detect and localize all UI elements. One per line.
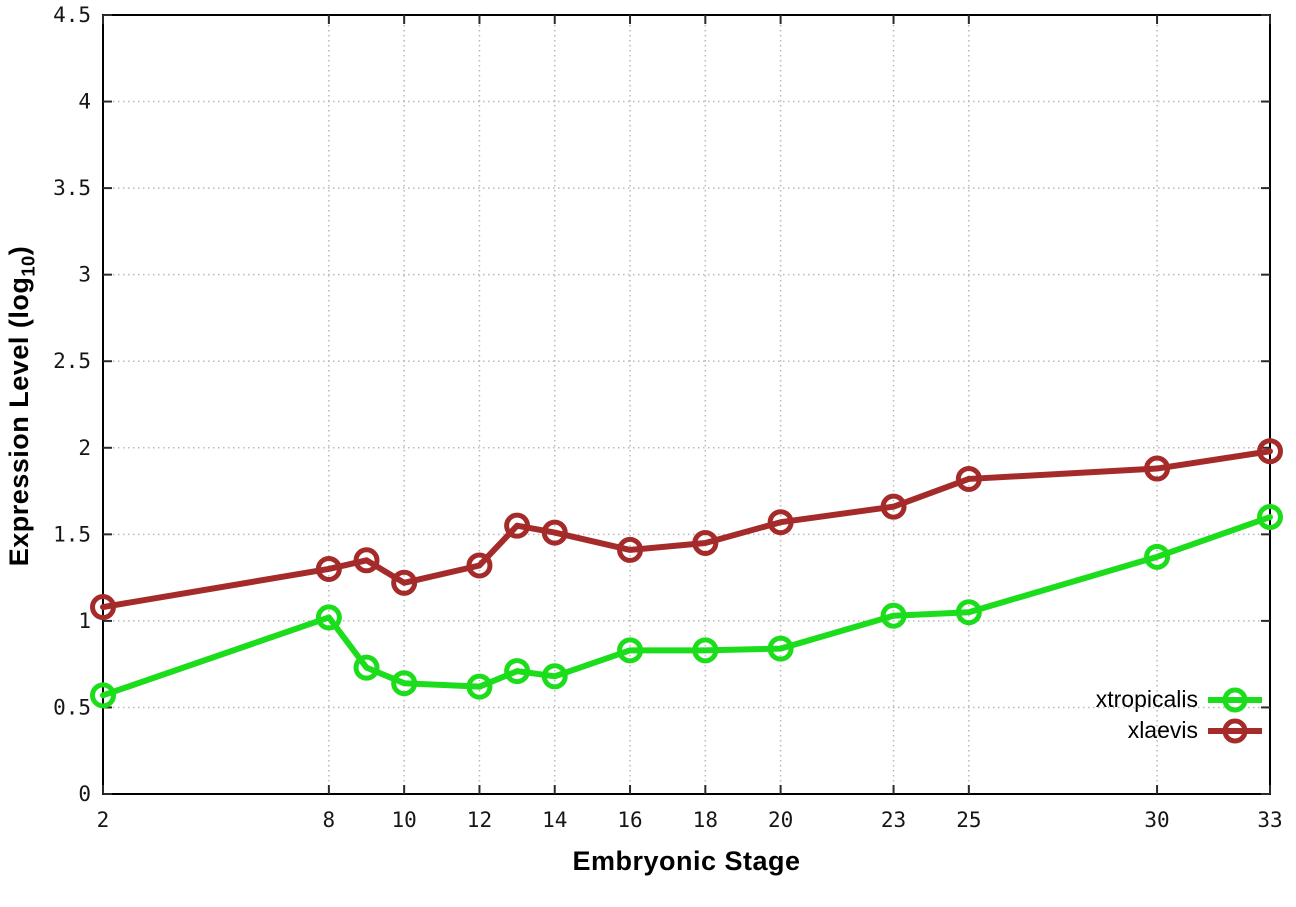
x-tick-label: 14	[542, 808, 567, 832]
data-point-xlaevis	[767, 509, 794, 536]
legend-circle-sample	[1222, 687, 1248, 712]
data-point-xlaevis	[541, 519, 568, 546]
y-axis-label: Expression Level (log10)	[4, 151, 40, 661]
x-tick-label: 10	[392, 808, 417, 832]
x-tick-label: 20	[768, 808, 793, 832]
series-line-xlaevis	[100, 448, 1273, 611]
legend-marker-sample-xlaevis	[1208, 718, 1262, 743]
data-point-xtropicalis	[466, 673, 493, 700]
y-tick-label: 0	[78, 782, 91, 806]
data-point-xlaevis	[90, 594, 116, 621]
legend-label-xlaevis: xlaevis	[1127, 717, 1198, 743]
x-tick-label: 2	[97, 808, 110, 832]
x-tick-label: 23	[881, 808, 906, 832]
data-point-xtropicalis	[391, 670, 418, 697]
y-tick-label: 2	[78, 436, 91, 460]
x-tick-label: 25	[956, 808, 981, 832]
data-point-xlaevis	[1144, 455, 1171, 482]
legend-item-xtropicalis: xtropicalis	[1096, 684, 1262, 715]
data-point-xtropicalis	[1257, 504, 1283, 531]
data-point-xtropicalis	[692, 637, 719, 664]
y-tick-label: 2.5	[53, 349, 91, 373]
data-point-xtropicalis	[315, 604, 342, 631]
y-axis-label-suffix: )	[4, 245, 34, 256]
data-point-xtropicalis	[1144, 543, 1171, 570]
data-point-xlaevis	[692, 529, 719, 556]
x-axis-label: Embryonic Stage	[572, 846, 801, 876]
y-tick-label: 4.5	[53, 3, 91, 27]
x-tick-label: 33	[1257, 808, 1282, 832]
x-tick-label: 12	[467, 808, 492, 832]
x-tick-label: 16	[617, 808, 642, 832]
data-point-xlaevis	[1257, 438, 1283, 465]
x-tick-label: 18	[693, 808, 718, 832]
y-tick-label: 4	[78, 90, 91, 114]
data-point-xlaevis	[466, 552, 493, 579]
y-tick-label: 3	[78, 263, 91, 287]
y-tick-label: 3.5	[53, 176, 91, 200]
legend-label-xtropicalis: xtropicalis	[1095, 686, 1198, 712]
legend: xtropicalis xlaevis	[1096, 684, 1262, 746]
x-tick-label: 30	[1144, 808, 1169, 832]
data-point-xtropicalis	[767, 635, 794, 662]
data-point-xtropicalis	[541, 663, 568, 690]
y-tick-label: 1.5	[53, 522, 91, 546]
data-point-xlaevis	[617, 536, 644, 563]
data-point-xlaevis	[353, 547, 380, 574]
legend-item-xlaevis: xlaevis	[1096, 715, 1262, 746]
y-tick-label: 1	[78, 609, 91, 633]
legend-marker-sample-xtropicalis	[1208, 687, 1262, 712]
x-tick-label: 8	[323, 808, 336, 832]
data-point-xlaevis	[504, 512, 531, 539]
data-point-xlaevis	[315, 555, 342, 582]
data-point-xtropicalis	[504, 658, 531, 685]
data-point-xtropicalis	[880, 602, 907, 629]
data-point-xlaevis	[391, 569, 418, 596]
plot-border	[102, 14, 1271, 795]
legend-circle-sample	[1222, 718, 1248, 743]
y-tick-label: 0.5	[53, 695, 91, 719]
data-point-xtropicalis	[353, 654, 380, 681]
data-point-xlaevis	[955, 465, 982, 492]
y-axis-label-subscript: 10	[17, 255, 39, 277]
data-point-xtropicalis	[617, 637, 644, 664]
data-point-xtropicalis	[955, 599, 982, 626]
data-point-xlaevis	[880, 493, 907, 520]
data-point-xtropicalis	[90, 682, 116, 709]
y-axis-label-text: Expression Level (log	[4, 276, 34, 567]
